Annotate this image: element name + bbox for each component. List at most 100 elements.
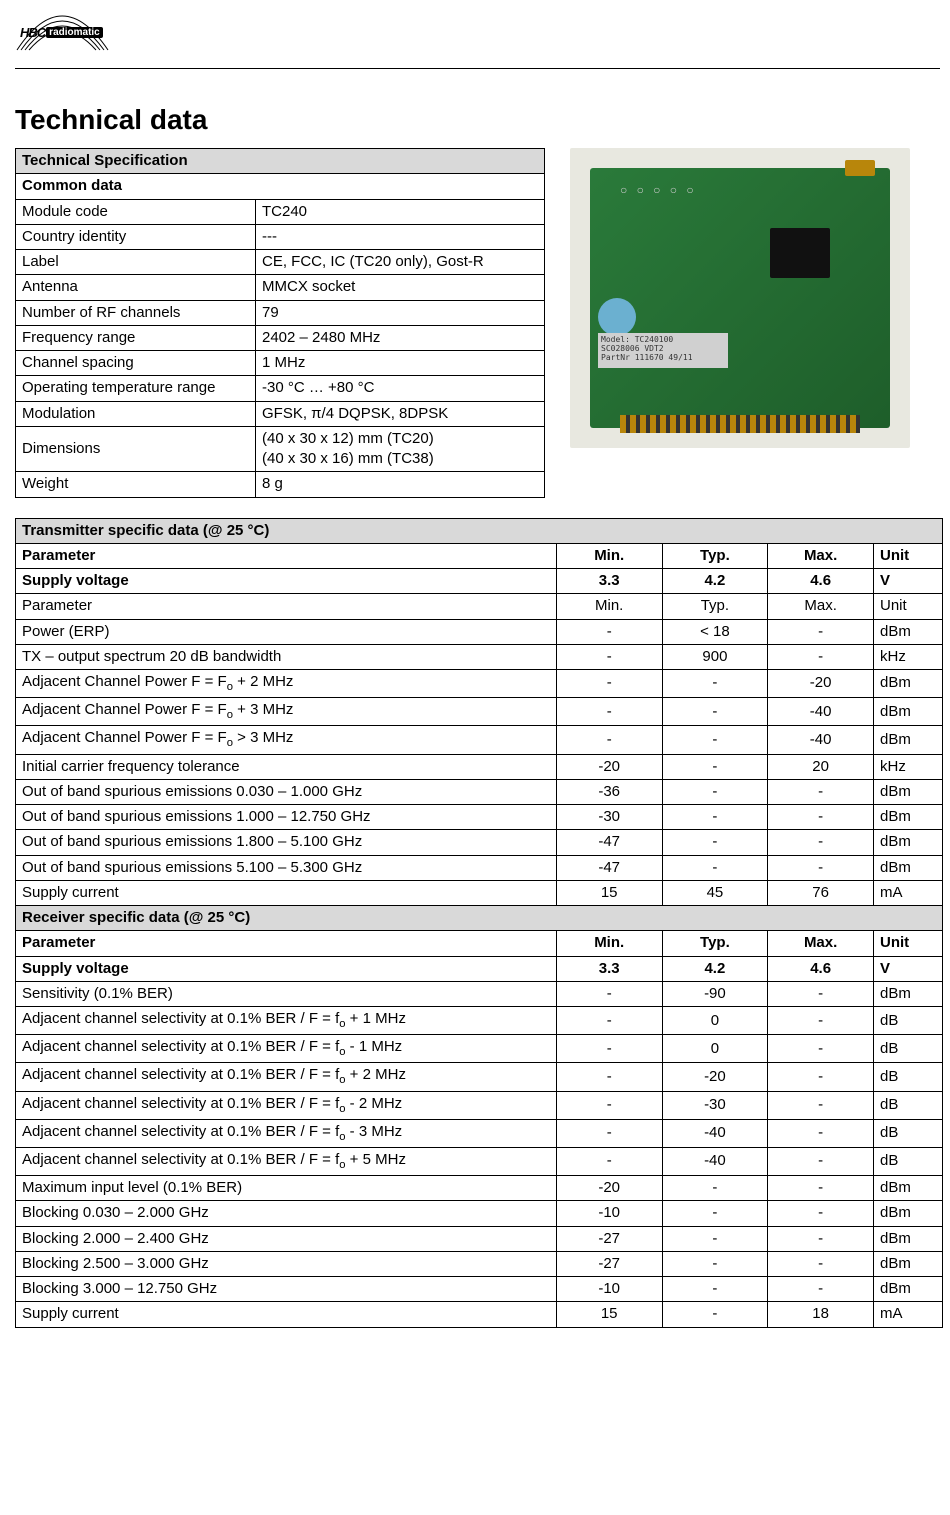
param-cell: Adjacent Channel Power F = Fo > 3 MHz [16,726,557,754]
min-cell: -36 [556,779,662,804]
param-cell: Supply current [16,1302,557,1327]
min-cell: -10 [556,1201,662,1226]
param-row-typ: Typ. [662,594,768,619]
min-cell: - [556,726,662,754]
min-cell: 15 [556,880,662,905]
spec-value: GFSK, π/4 DQPSK, 8DPSK [256,401,545,426]
logo-hbc-text: HBC [20,25,45,40]
unit-cell: dBm [873,805,942,830]
spec-value: 79 [256,300,545,325]
typ-cell: - [662,726,768,754]
supply-voltage-label: Supply voltage [16,569,557,594]
param-cell: Initial carrier frequency tolerance [16,754,557,779]
supply-voltage-rx-label: Supply voltage [16,956,557,981]
spec-value: MMCX socket [256,275,545,300]
spec-value: CE, FCC, IC (TC20 only), Gost-R [256,250,545,275]
unit-cell: dBm [873,1277,942,1302]
spec-value: 8 g [256,472,545,497]
min-cell: - [556,1063,662,1091]
spec-label: Dimensions [16,426,256,472]
max-cell: 20 [768,754,874,779]
unit-cell: dBm [873,779,942,804]
spec-header: Technical Specification [16,149,545,174]
pcb-sticker: Model: TC240100 SC028006 VDT2 PartNr 111… [598,333,728,368]
param-cell: Power (ERP) [16,619,557,644]
supply-voltage-rx-typ: 4.2 [662,956,768,981]
max-cell: - [768,1148,874,1176]
unit-cell: dBm [873,670,942,698]
unit-cell: dBm [873,619,942,644]
param-row-max: Max. [768,594,874,619]
min-cell: -27 [556,1226,662,1251]
typ-cell: -40 [662,1119,768,1147]
typ-cell: 900 [662,644,768,669]
min-cell: -20 [556,1176,662,1201]
header-divider [15,68,940,69]
max-cell: - [768,1176,874,1201]
typ-cell: -30 [662,1091,768,1119]
typ-cell: 0 [662,1007,768,1035]
supply-voltage-max: 4.6 [768,569,874,594]
typ-cell: - [662,1226,768,1251]
unit-cell: dBm [873,1226,942,1251]
typ-cell: < 18 [662,619,768,644]
col-param-rx: Parameter [16,931,557,956]
max-cell: - [768,644,874,669]
typ-cell: - [662,1277,768,1302]
typ-cell: 45 [662,880,768,905]
param-cell: Supply current [16,880,557,905]
unit-cell: kHz [873,754,942,779]
min-cell: -30 [556,805,662,830]
param-cell: Out of band spurious emissions 5.100 – 5… [16,855,557,880]
supply-voltage-rx-unit: V [873,956,942,981]
spec-label: Country identity [16,224,256,249]
typ-cell: - [662,855,768,880]
param-cell: Adjacent channel selectivity at 0.1% BER… [16,1119,557,1147]
min-cell: -47 [556,855,662,880]
unit-cell: dBm [873,855,942,880]
typ-cell: - [662,754,768,779]
param-row-unit: Unit [873,594,942,619]
spec-label: Weight [16,472,256,497]
supply-voltage-unit: V [873,569,942,594]
typ-cell: - [662,830,768,855]
max-cell: - [768,1007,874,1035]
supply-voltage-rx-max: 4.6 [768,956,874,981]
min-cell: 15 [556,1302,662,1327]
col-max: Max. [768,543,874,568]
param-row-min: Min. [556,594,662,619]
unit-cell: dB [873,1063,942,1091]
col-max-rx: Max. [768,931,874,956]
min-cell: - [556,670,662,698]
page-title: Technical data [15,104,940,136]
typ-cell: -40 [662,1148,768,1176]
min-cell: - [556,1091,662,1119]
typ-cell: - [662,779,768,804]
min-cell: - [556,1007,662,1035]
typ-cell: - [662,670,768,698]
company-logo: HBC radiomatic [15,10,135,60]
unit-cell: mA [873,1302,942,1327]
spec-value: -30 °C … +80 °C [256,376,545,401]
min-cell: - [556,619,662,644]
max-cell: -40 [768,698,874,726]
supply-voltage-min: 3.3 [556,569,662,594]
min-cell: - [556,698,662,726]
param-cell: Adjacent channel selectivity at 0.1% BER… [16,1091,557,1119]
typ-cell: - [662,1302,768,1327]
typ-cell: 0 [662,1035,768,1063]
max-cell: 18 [768,1302,874,1327]
param-cell: Maximum input level (0.1% BER) [16,1176,557,1201]
param-cell: Blocking 3.000 – 12.750 GHz [16,1277,557,1302]
min-cell: - [556,1035,662,1063]
param-cell: Out of band spurious emissions 1.000 – 1… [16,805,557,830]
param-cell: Out of band spurious emissions 0.030 – 1… [16,779,557,804]
param-cell: Sensitivity (0.1% BER) [16,981,557,1006]
unit-cell: dBm [873,726,942,754]
col-param: Parameter [16,543,557,568]
param-cell: Adjacent Channel Power F = Fo + 2 MHz [16,670,557,698]
param-cell: Blocking 2.000 – 2.400 GHz [16,1226,557,1251]
typ-cell: - [662,1201,768,1226]
max-cell: - [768,1091,874,1119]
param-cell: Adjacent channel selectivity at 0.1% BER… [16,1063,557,1091]
